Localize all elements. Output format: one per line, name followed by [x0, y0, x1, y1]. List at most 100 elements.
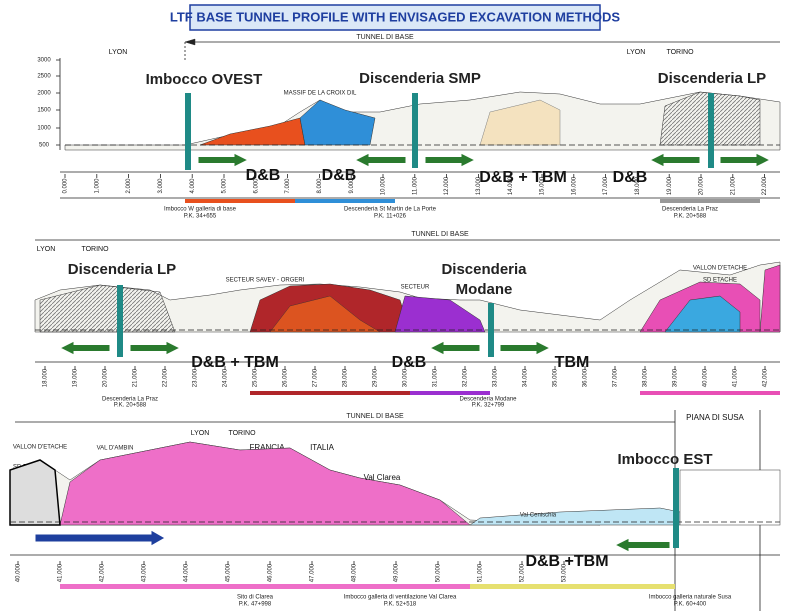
strip — [470, 584, 675, 589]
km-label: 10.000 — [381, 176, 387, 195]
tunnel-label: TUNNEL DI BASE — [346, 413, 404, 420]
station-name: Descenderia La Praz — [102, 397, 158, 403]
km-label: 2.000 — [126, 178, 132, 194]
station-pk: P.K. 34+655 — [184, 214, 217, 220]
geology — [664, 295, 741, 333]
method-label: TBM — [555, 354, 590, 371]
geology — [759, 264, 781, 333]
km-label: 37.000 — [613, 368, 619, 387]
arrowhead — [184, 38, 196, 46]
elevation-label: 2000 — [37, 91, 51, 97]
geology — [9, 459, 61, 526]
station-name: Imbocco galleria di ventilazione Val Cla… — [344, 595, 457, 601]
station-name: Descenderia St Martin de La Porte — [344, 207, 437, 213]
km-label: 5.000 — [222, 178, 228, 194]
place: LYON — [37, 246, 56, 253]
km-label: 50.000 — [436, 563, 442, 582]
km-label: 19.000 — [667, 176, 673, 195]
km-label: 22.000 — [163, 368, 169, 387]
station-pk: P.K. 11+026 — [374, 214, 407, 220]
title-box — [189, 4, 601, 31]
km-label: 41.000 — [733, 368, 739, 387]
station-pk: P.K. 32+799 — [472, 403, 505, 409]
place: TORINO — [81, 246, 109, 253]
km-label: 24.000 — [223, 368, 229, 387]
arrow — [197, 152, 250, 168]
note: SECTEUR — [401, 285, 430, 291]
shaft-bar — [673, 468, 679, 548]
note: VALLON D'ETACHE — [693, 266, 747, 272]
shaft-label: Discenderia — [441, 261, 527, 278]
km-label: 20.000 — [699, 176, 705, 195]
km-label: 14.000 — [508, 176, 514, 195]
arrow — [499, 340, 552, 356]
km-label: 21.000 — [133, 368, 139, 387]
elevation-label: 2500 — [37, 74, 51, 80]
km-label: 42.000 — [100, 563, 106, 582]
km-label: 22.000 — [762, 176, 768, 195]
geology — [394, 295, 486, 333]
elevation-label: 3000 — [37, 58, 51, 64]
km-label: 15.000 — [540, 176, 546, 195]
shaft-label: Imbocco OVEST — [146, 71, 263, 88]
method-label: D&B + TBM — [479, 169, 567, 186]
km-label: 18.000 — [635, 176, 641, 195]
km-label: 28.000 — [343, 368, 349, 387]
arrow — [58, 340, 111, 356]
shaft-bar — [117, 285, 123, 357]
km-label: 19.000 — [73, 368, 79, 387]
title: LTF BASE TUNNEL PROFILE WITH ENVISAGED E… — [170, 9, 621, 24]
arrow — [648, 152, 701, 168]
note: Val Cenischia — [520, 513, 557, 519]
place: LYON — [627, 49, 646, 56]
km-label: 1.000 — [94, 178, 100, 194]
place: TORINO — [666, 49, 694, 56]
strip — [250, 391, 410, 395]
km-label: 27.000 — [313, 368, 319, 387]
elevation-label: 500 — [39, 143, 50, 149]
shaft-bar — [708, 93, 714, 168]
km-label: 36.000 — [583, 368, 589, 387]
shaft-label: Modane — [456, 281, 513, 298]
elevation-label: 1500 — [37, 108, 51, 114]
shaft-label: Discenderia LP — [68, 261, 176, 278]
km-label: 8.000 — [317, 178, 323, 194]
strip — [410, 391, 490, 395]
km-label: 17.000 — [603, 176, 609, 195]
note: VAL D'AMBIN — [97, 446, 134, 452]
arrow — [719, 152, 772, 168]
km-label: 21.000 — [730, 176, 736, 195]
valley-fill — [679, 469, 781, 526]
place: FRANCIA — [249, 443, 285, 452]
km-label: 39.000 — [673, 368, 679, 387]
km-label: 41.000 — [58, 563, 64, 582]
km-label: 40.000 — [703, 368, 709, 387]
station-pk: P.K. 60+400 — [674, 602, 707, 608]
station-pk: P.K. 20+588 — [114, 403, 147, 409]
km-label: 31.000 — [433, 368, 439, 387]
tunnel-label: TUNNEL DI BASE — [356, 34, 414, 41]
geology — [199, 117, 306, 146]
note: VALLON D'ETACHE — [13, 445, 67, 451]
tunnel-label: TUNNEL DI BASE — [411, 231, 469, 238]
km-label: 6.000 — [253, 178, 259, 194]
km-label: 13.000 — [476, 176, 482, 195]
note: MASSIF DE LA CROIX DIL — [284, 91, 357, 97]
arrow — [428, 340, 481, 356]
km-label: 30.000 — [403, 368, 409, 387]
strip — [295, 199, 395, 203]
place: LYON — [191, 430, 210, 437]
km-label: 44.000 — [184, 563, 190, 582]
strip — [640, 391, 780, 395]
strip — [60, 584, 470, 589]
note: PIANA DI SUSA — [686, 413, 744, 422]
station-name: Descenderia Modane — [459, 397, 517, 403]
method-label: D&B + TBM — [191, 354, 279, 371]
geology — [469, 507, 681, 526]
km-label: 32.000 — [463, 368, 469, 387]
km-label: 40.000 — [16, 563, 22, 582]
km-label: 12.000 — [444, 176, 450, 195]
km-label: 11.000 — [412, 176, 418, 195]
